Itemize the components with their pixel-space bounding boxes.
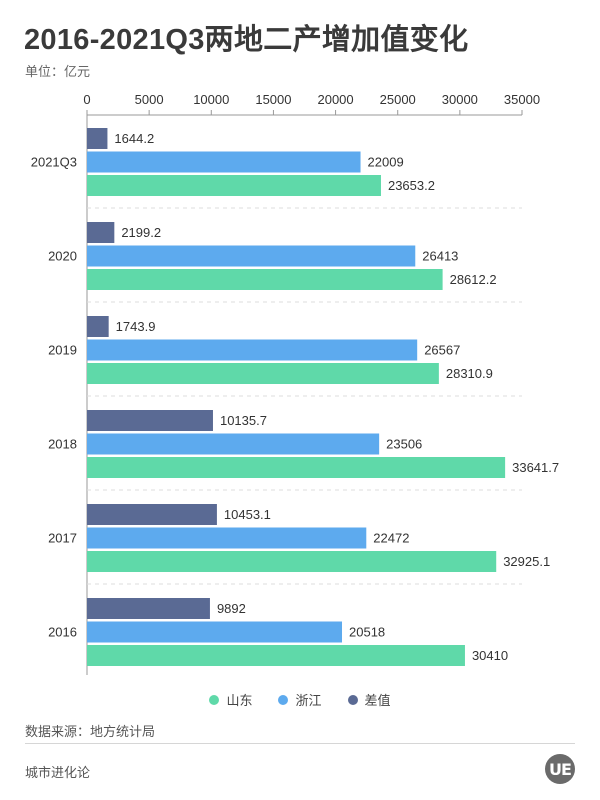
bar-diff[interactable] [87,316,109,337]
bar-value-label: 10135.7 [220,413,267,428]
bar-value-label: 22472 [373,531,409,546]
y-category-label: 2021Q3 [31,155,77,170]
x-tick-label: 20000 [317,92,353,107]
x-tick-label: 10000 [193,92,229,107]
bar-value-label: 33641.7 [512,460,559,475]
bar-value-label: 22009 [368,155,404,170]
legend-dot-shandong-icon [209,694,220,705]
chart-title: 2016-2021Q3两地二产增加值变化 [24,24,469,56]
bar-value-label: 1644.2 [114,131,154,146]
bar-value-label: 9892 [217,601,246,616]
x-tick-label: 25000 [380,92,416,107]
bar-shandong[interactable] [87,269,443,290]
bar-value-label: 2199.2 [121,225,161,240]
bar-diff[interactable] [87,222,115,243]
bar-value-label: 23506 [386,437,422,452]
bar-diff[interactable] [87,128,108,149]
bar-shandong[interactable] [87,551,497,572]
bar-zhejiang[interactable] [87,621,343,643]
legend-item-shandong[interactable]: 山东 [209,690,252,709]
bar-value-label: 30410 [472,648,508,663]
x-tick-label: 35000 [504,92,540,107]
legend-label-shandong: 山东 [226,693,253,708]
legend-item-diff[interactable]: 差值 [347,690,391,709]
legend-label-diff: 差值 [364,693,391,708]
bar-shandong[interactable] [87,175,381,196]
bar-value-label: 23653.2 [388,178,435,193]
bar-value-label: 28310.9 [446,366,493,381]
y-category-label: 2019 [48,343,77,358]
legend-dot-diff-icon [347,694,358,705]
bar-shandong[interactable] [87,457,506,478]
bar-value-label: 26567 [424,343,460,358]
y-category-label: 2017 [48,531,77,546]
bar-value-label: 1743.9 [116,319,156,334]
bar-chart: 0 5000 10000 15000 20000 25000 30000 35000 2021Q… [31,92,559,675]
legend-label-zhejiang: 浙江 [295,693,322,708]
bar-value-label: 10453.1 [224,507,271,522]
legend-item-zhejiang[interactable]: 浙江 [278,690,322,709]
x-tick-label: 0 [83,92,90,107]
bar-shandong[interactable] [87,363,439,384]
data-source: 数据来源：地方统计局 [25,724,156,739]
chart-legend: 山东 浙江 差值 [0,690,600,709]
bar-value-label: 32925.1 [503,554,550,569]
bar-diff[interactable] [87,598,210,619]
y-category-label: 2016 [48,625,77,640]
bar-value-label: 28612.2 [450,272,497,287]
bar-diff[interactable] [87,410,213,431]
x-tick-label: 5000 [135,92,164,107]
bar-zhejiang[interactable] [87,433,380,455]
x-tick-label: 15000 [255,92,291,107]
y-category-label: 2018 [48,437,77,452]
bar-zhejiang[interactable] [87,151,361,173]
legend-dot-zhejiang-icon [278,694,289,705]
brand-name: 城市进化论 [25,765,91,780]
brand-logo-icon: UE [545,754,575,784]
bar-zhejiang[interactable] [87,245,416,267]
unit-label: 单位：亿元 [25,64,91,79]
x-tick-label: 30000 [442,92,478,107]
bar-diff[interactable] [87,504,217,525]
bar-zhejiang[interactable] [87,527,367,549]
bar-shandong[interactable] [87,645,465,666]
bar-zhejiang[interactable] [87,339,418,361]
y-category-label: 2020 [48,249,77,264]
bar-value-label: 20518 [349,625,385,640]
bar-value-label: 26413 [422,249,458,264]
footer-divider [25,743,575,744]
